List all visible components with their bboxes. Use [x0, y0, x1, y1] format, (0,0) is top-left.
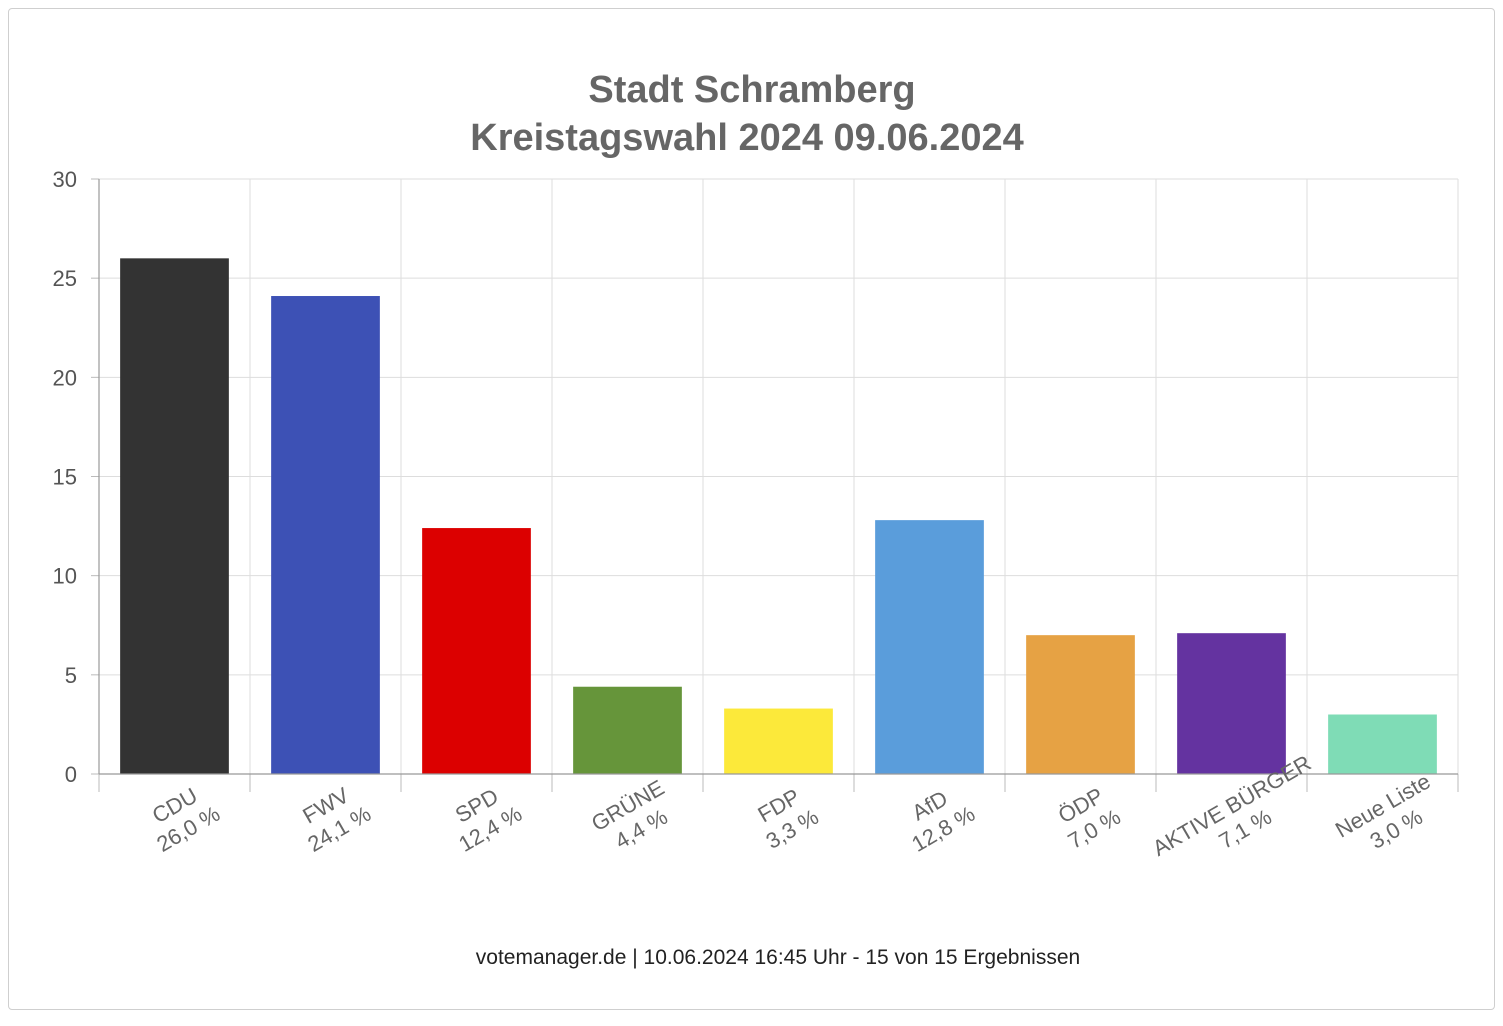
y-tick-labels: 0 5 10 15 20 25 30	[53, 167, 77, 787]
bar-fwv	[271, 296, 380, 774]
bars	[120, 258, 1437, 774]
bar-fdp	[724, 708, 833, 774]
chart-title: Stadt Schramberg	[588, 69, 915, 111]
bar-ödp	[1026, 635, 1135, 774]
chart-footer: votemanager.de | 10.06.2024 16:45 Uhr - …	[476, 946, 1080, 969]
bar-chart: Stadt Schramberg Kreistagswahl 2024 09.0…	[53, 69, 1459, 969]
y-tick-label: 25	[53, 266, 77, 291]
y-tick-label: 20	[53, 365, 77, 390]
y-tick-label: 10	[53, 564, 77, 589]
axes	[91, 178, 1459, 792]
bar-neue-liste	[1328, 714, 1437, 774]
bar-aktive-bürger	[1177, 633, 1286, 774]
chart-subtitle: Kreistagswahl 2024 09.06.2024	[470, 117, 1024, 159]
bar-spd	[422, 528, 531, 774]
y-tick-label: 0	[65, 762, 77, 787]
chart-card: Stadt Schramberg Kreistagswahl 2024 09.0…	[8, 8, 1495, 1010]
y-tick-label: 30	[53, 167, 77, 192]
bar-grüne	[573, 686, 682, 774]
y-tick-label: 15	[53, 465, 77, 490]
bar-afd	[875, 520, 984, 774]
y-tick-label: 5	[65, 663, 77, 688]
bar-cdu	[120, 258, 229, 774]
